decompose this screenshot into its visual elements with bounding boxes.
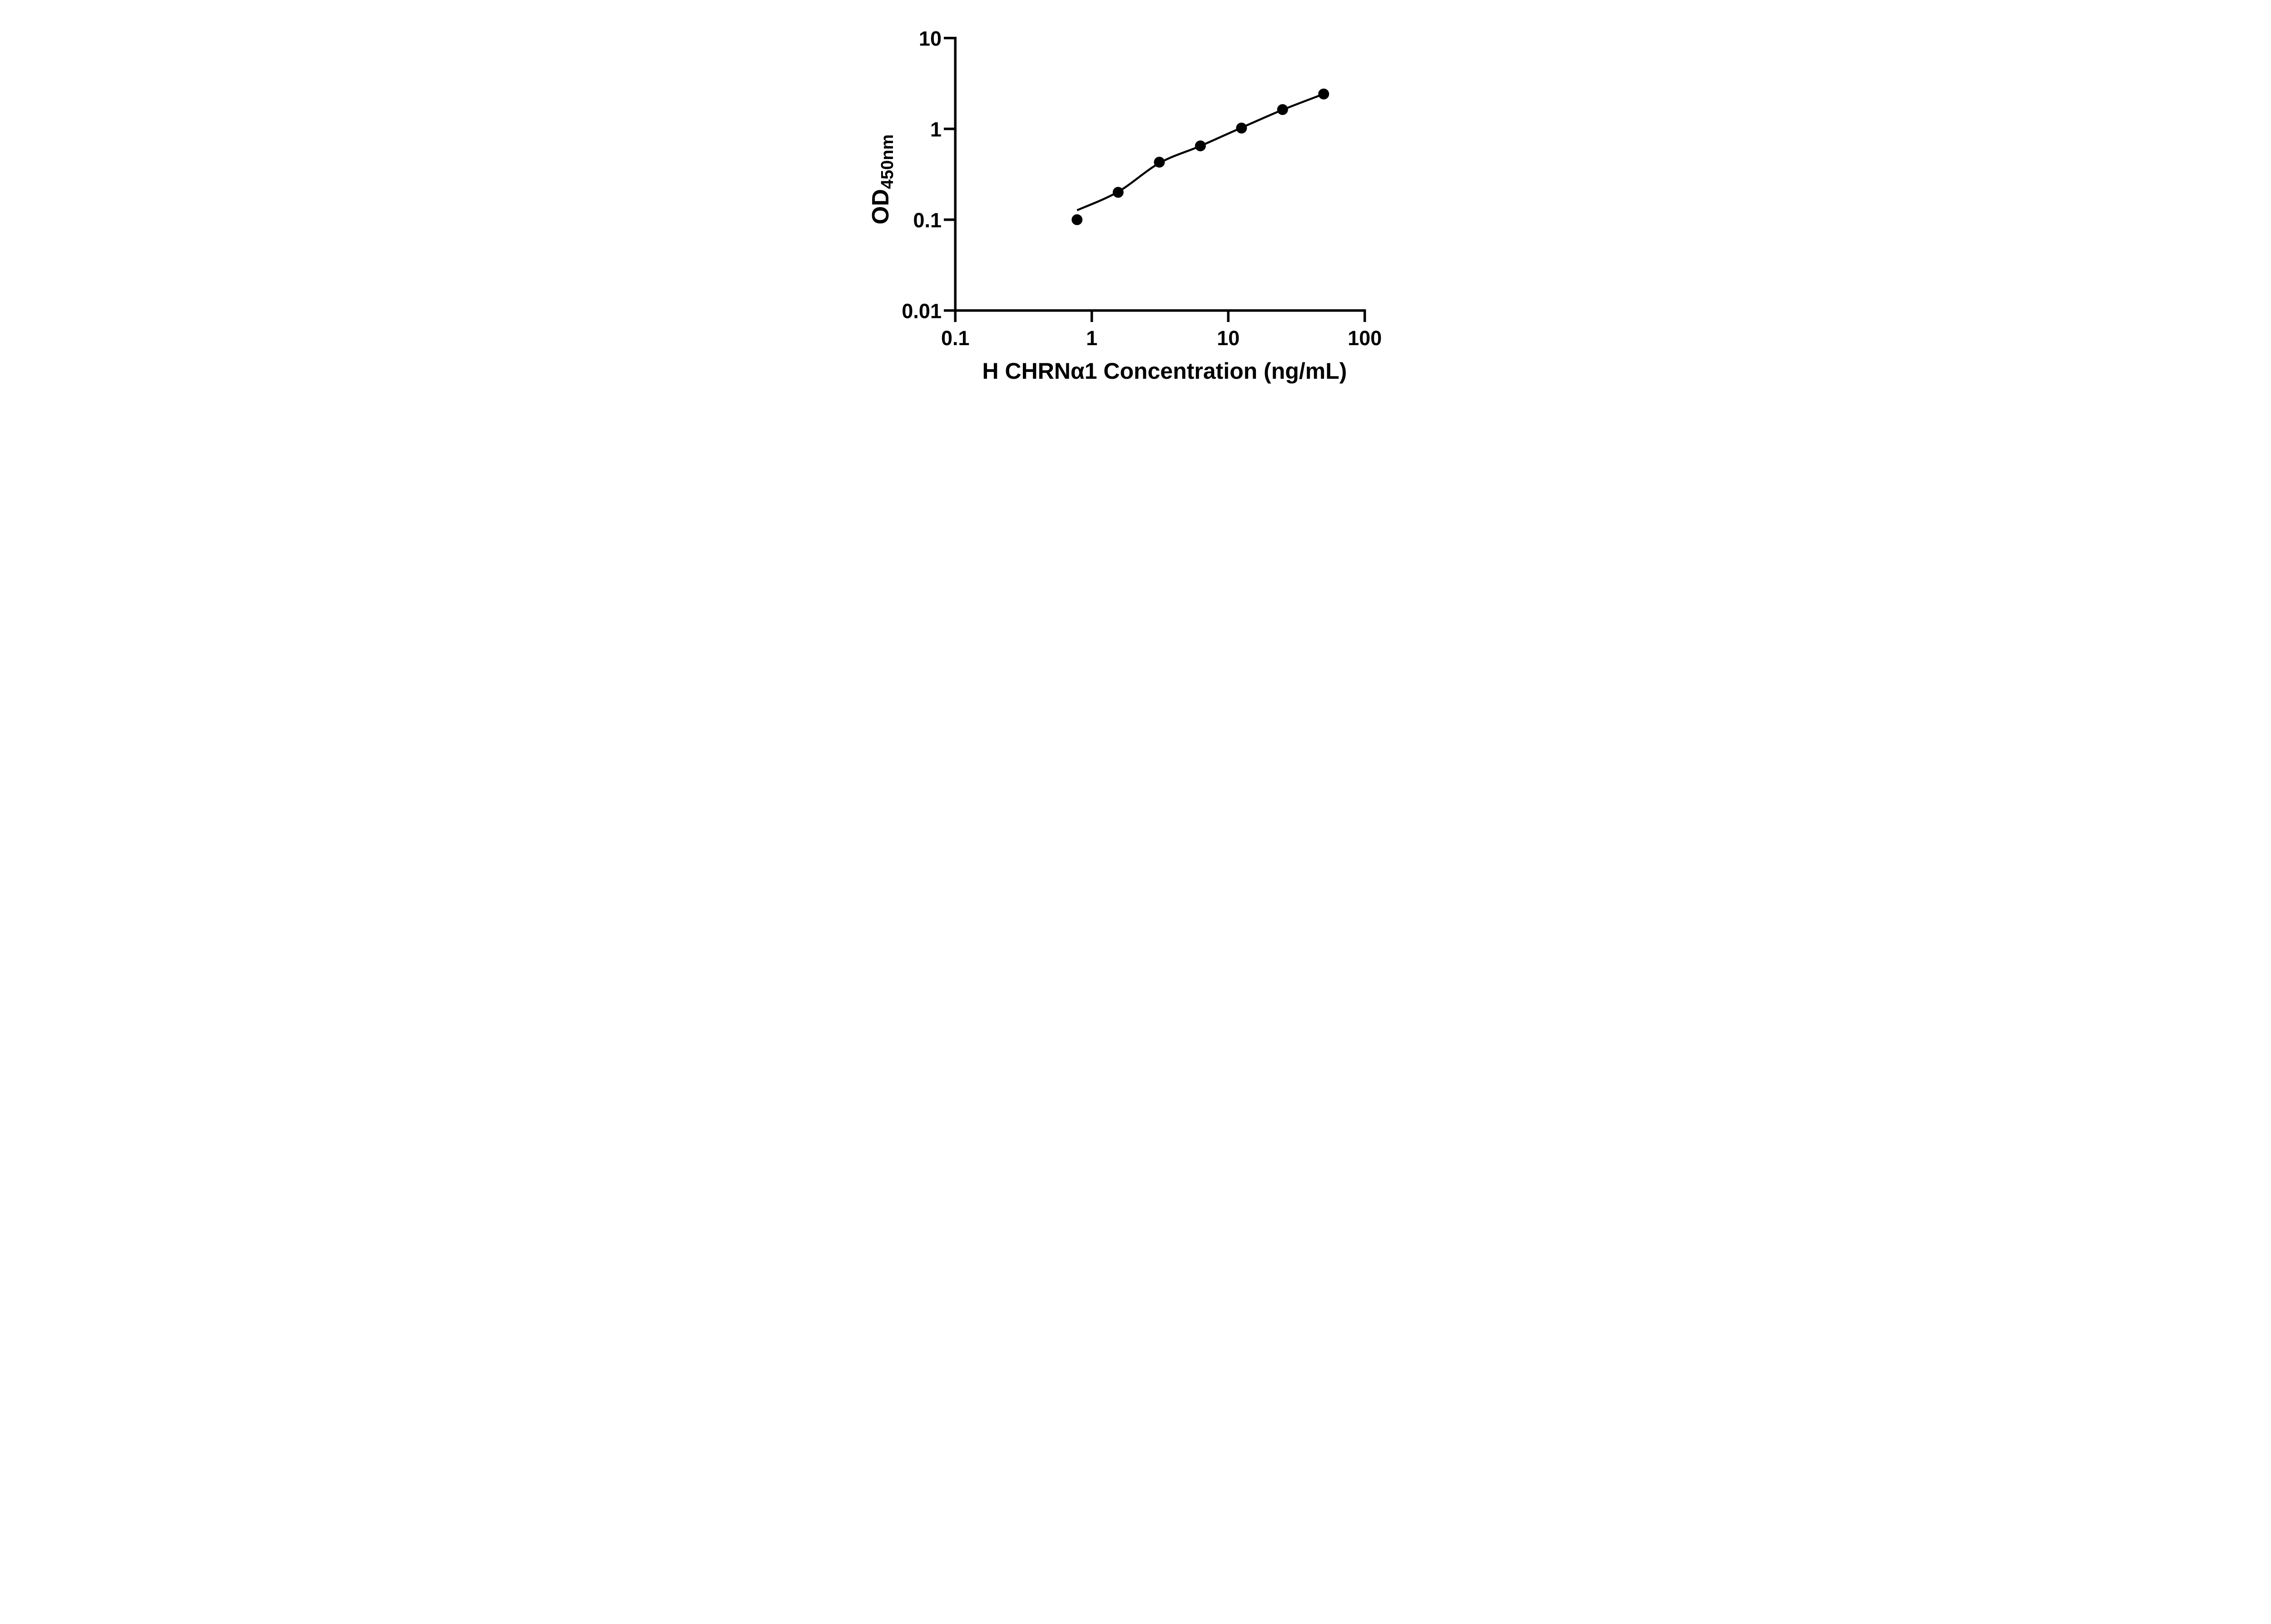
- data-point-marker: [1195, 140, 1206, 152]
- x-axis-title: H CHRNα1 Concentration (ng/mL): [982, 358, 1347, 384]
- x-axis-tick-label: 1: [1086, 327, 1097, 350]
- standard-curve-chart: 10 1 0.1 0.01 0.1 1 10 100 H CHRNα1 Concentrati…: [868, 27, 1382, 384]
- y-axis-tick-label: 1: [930, 118, 941, 141]
- axes: [954, 37, 1366, 312]
- data-point-marker: [1071, 214, 1082, 225]
- x-axis-tick-label: 0.1: [941, 327, 969, 350]
- y-axis-tick-label: 0.1: [913, 208, 942, 232]
- data-point-marker: [1235, 123, 1247, 134]
- x-axis-tick-label: 10: [1217, 327, 1240, 350]
- data-point-marker: [1277, 104, 1288, 115]
- y-axis-title-subscript: 450nm: [878, 134, 897, 189]
- elisa-standard-curve-figure: 10 1 0.1 0.01 0.1 1 10 100 H CHRNα1 Concentrati…: [844, 0, 1427, 406]
- y-axis-title: OD450nm: [868, 134, 897, 224]
- data-point-marker: [1318, 89, 1329, 99]
- axis-ticks: [943, 37, 1366, 322]
- y-axis-tick-label: 0.01: [902, 299, 942, 322]
- data-point-marker: [1112, 187, 1124, 198]
- axis-tick-labels: 10 1 0.1 0.01 0.1 1 10 100: [902, 27, 1382, 350]
- axis-titles: H CHRNα1 Concentration (ng/mL) OD450nm: [868, 134, 1347, 384]
- y-axis-tick-label: 10: [918, 27, 941, 50]
- data-point-marker: [1154, 157, 1165, 168]
- data-points: [1071, 89, 1329, 225]
- x-axis-tick-label: 100: [1348, 327, 1382, 350]
- y-axis-title-main: OD: [868, 189, 894, 224]
